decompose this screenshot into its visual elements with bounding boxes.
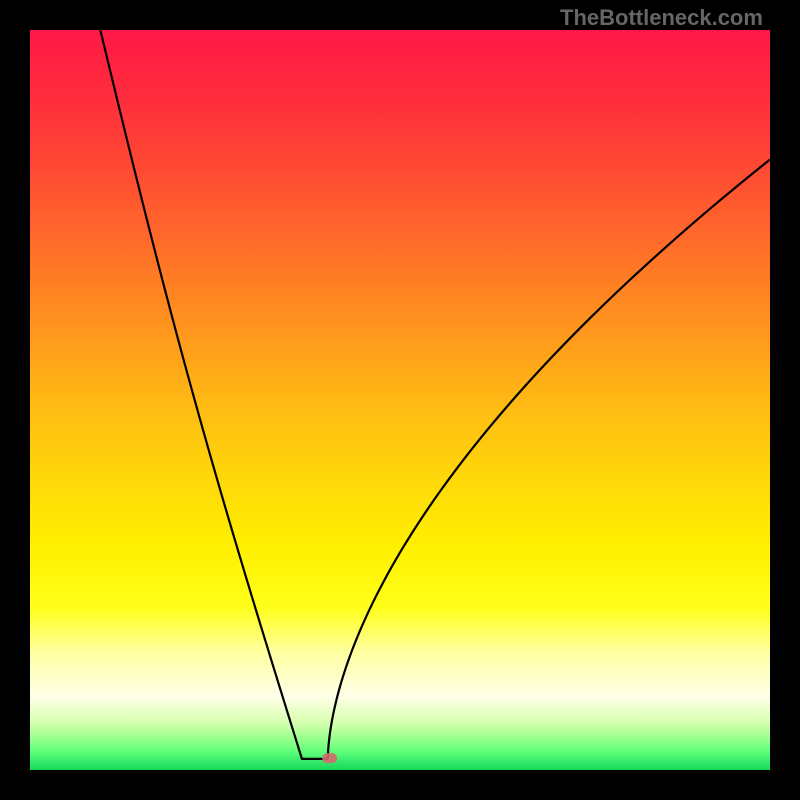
watermark-text: TheBottleneck.com xyxy=(560,5,763,31)
optimal-marker xyxy=(322,753,337,763)
plot-area xyxy=(30,30,770,770)
chart-svg xyxy=(30,30,770,770)
chart-container: TheBottleneck.com xyxy=(0,0,800,800)
gradient-background xyxy=(30,30,770,770)
